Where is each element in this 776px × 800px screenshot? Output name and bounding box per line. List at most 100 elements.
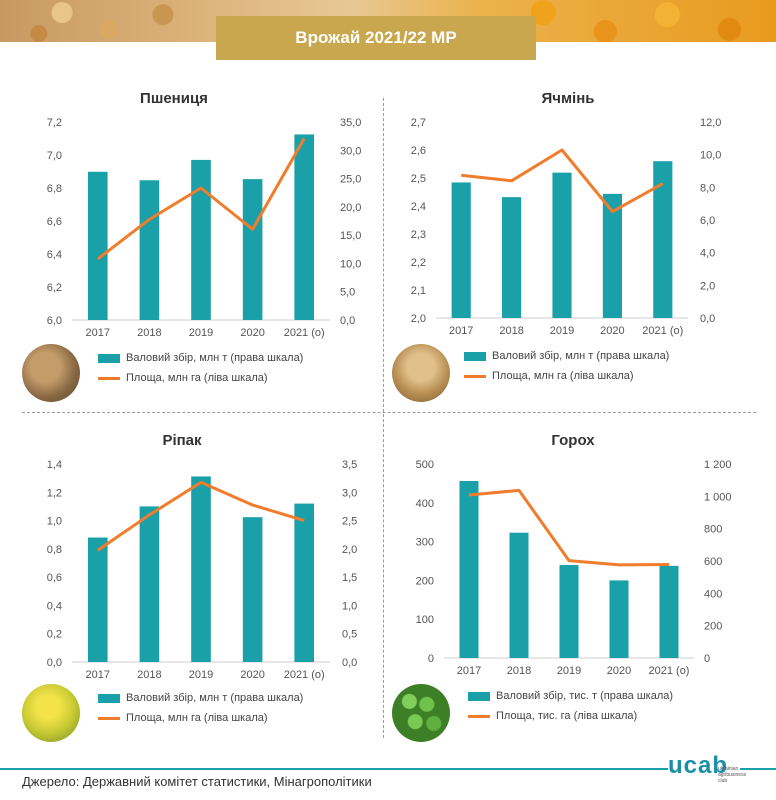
left-tick-label: 500: [416, 459, 434, 471]
legend-label: Площа, млн га (ліва шкала): [126, 712, 268, 724]
right-tick-label: 1 000: [704, 491, 732, 503]
legend-bar-swatch: [98, 353, 120, 363]
peas-photo: [392, 684, 450, 742]
legend-item-bar: Валовий збір, млн т (права шкала): [464, 346, 669, 366]
chart-legend: Валовий збір, млн т (права шкала) Площа,…: [98, 688, 303, 728]
right-tick-label: 0,0: [700, 313, 715, 325]
left-tick-label: 2,5: [411, 173, 426, 185]
right-tick-label: 600: [704, 556, 722, 568]
chart-panel-barley: Ячмінь 2,0 2,1 2,2 2,3 2,4 2,5 2,6 2,7 0,0 2,0 4,0…: [388, 90, 768, 410]
left-tick-label: 200: [416, 575, 434, 587]
right-tick-label: 2,0: [342, 544, 357, 556]
legend-label: Валовий збір, тис. т (права шкала): [496, 690, 674, 702]
left-tick-label: 0,6: [47, 572, 62, 584]
rapeseed-chart: 0,0 0,2 0,4 0,6 0,8 1,0 1,2 1,4 0,0 0,5 1,0 1,5 2,0 2…: [47, 459, 358, 681]
left-tick-label: 1,4: [47, 459, 62, 471]
area-line: [468, 488, 670, 567]
legend-item-bar: Валовий збір, млн т (права шкала): [98, 688, 303, 708]
right-tick-label: 0: [704, 653, 710, 665]
right-tick-label: 30,0: [340, 145, 361, 157]
x-tick-label: 2019: [550, 325, 574, 337]
right-tick-label: 2,0: [700, 280, 715, 292]
bar-2017: [87, 537, 108, 662]
bar-2017: [87, 171, 108, 320]
x-tick-label: 2021 (о): [642, 325, 683, 337]
right-tick-label: 2,5: [342, 516, 357, 528]
bar-2019: [191, 159, 211, 320]
left-tick-label: 6,8: [47, 183, 62, 195]
left-tick-label: 1,2: [47, 487, 62, 499]
left-tick-label: 0: [428, 653, 434, 665]
right-tick-label: 0,0: [340, 315, 355, 327]
legend-label: Площа, млн га (ліва шкала): [492, 370, 634, 382]
right-tick-label: 8,0: [700, 182, 715, 194]
right-tick-label: 0,5: [342, 629, 357, 641]
left-tick-label: 6,4: [47, 249, 62, 261]
left-tick-label: 1,0: [47, 516, 62, 528]
left-tick-label: 2,4: [411, 201, 426, 213]
x-tick-label: 2018: [137, 327, 161, 339]
chart-title: Ріпак: [162, 432, 202, 449]
right-tick-label: 200: [704, 621, 722, 633]
left-tick-label: 100: [416, 614, 434, 626]
left-tick-label: 2,7: [411, 117, 426, 129]
right-tick-label: 1,5: [342, 572, 357, 584]
right-tick-label: 35,0: [340, 117, 361, 129]
right-tick-label: 20,0: [340, 202, 361, 214]
bar-2020: [242, 179, 263, 320]
chart-title: Горох: [551, 432, 595, 449]
bar-2017: [459, 480, 479, 658]
left-tick-label: 0,4: [47, 600, 62, 612]
bar-2021 (о): [659, 565, 679, 658]
x-tick-label: 2020: [607, 665, 631, 677]
right-tick-label: 10,0: [340, 258, 361, 270]
chart-legend: Валовий збір, млн т (права шкала) Площа,…: [98, 348, 303, 388]
left-tick-label: 2,6: [411, 145, 426, 157]
chart-title: Пшениця: [140, 90, 208, 107]
right-tick-label: 25,0: [340, 174, 361, 186]
legend-label: Валовий збір, млн т (права шкала): [492, 350, 670, 362]
legend-item-bar: Валовий збір, тис. т (права шкала): [468, 686, 673, 706]
left-tick-label: 400: [416, 498, 434, 510]
x-tick-label: 2021 (о): [284, 327, 325, 339]
legend-bar-swatch: [98, 693, 120, 703]
chart-panel-peas: Горох 0 100 200 300 400 500 0 200 400 600 800 1 000…: [388, 432, 768, 752]
legend-line-swatch: [98, 376, 120, 380]
legend-line-swatch: [98, 716, 120, 720]
vertical-divider: [383, 98, 384, 738]
x-tick-label: 2018: [507, 665, 531, 677]
right-tick-label: 0,0: [342, 657, 357, 669]
x-tick-label: 2019: [557, 665, 581, 677]
bar-2018: [139, 180, 160, 320]
bar-2018: [502, 197, 522, 318]
x-tick-label: 2021 (о): [284, 669, 325, 681]
footer-line: [0, 768, 776, 770]
bar-2020: [609, 580, 629, 658]
left-tick-label: 0,2: [47, 629, 62, 641]
x-tick-label: 2018: [137, 669, 161, 681]
left-tick-label: 300: [416, 537, 434, 549]
x-tick-label: 2017: [86, 327, 110, 339]
legend-item-line: Площа, млн га (ліва шкала): [464, 366, 669, 386]
x-tick-label: 2017: [457, 665, 481, 677]
x-tick-label: 2017: [449, 325, 473, 337]
right-tick-label: 1 200: [704, 459, 732, 471]
source-note: Джерело: Державний комітет статистики, М…: [22, 774, 372, 789]
x-tick-label: 2020: [240, 669, 264, 681]
bar-2018: [139, 506, 160, 662]
page-title: Врожай 2021/22 МР: [216, 16, 536, 60]
left-tick-label: 0,8: [47, 544, 62, 556]
left-tick-label: 6,6: [47, 216, 62, 228]
wheat-chart: 6,0 6,2 6,4 6,6 6,8 7,0 7,2 0,0 5,0 10,0 15,0 20,0 2…: [47, 117, 362, 339]
chart-panel-wheat: Пшениця 6,0 6,2 6,4 6,6 6,8 7,0 7,2 0,0 5,0 10,0 1…: [0, 90, 380, 410]
x-tick-label: 2021 (о): [649, 665, 690, 677]
legend-item-line: Площа, млн га (ліва шкала): [98, 708, 303, 728]
right-tick-label: 800: [704, 524, 722, 536]
x-tick-label: 2020: [600, 325, 624, 337]
left-tick-label: 2,1: [411, 285, 426, 297]
chart-title: Ячмінь: [541, 90, 595, 107]
right-tick-label: 5,0: [340, 287, 355, 299]
left-tick-label: 6,2: [47, 282, 62, 294]
horizontal-divider: [22, 412, 756, 413]
right-tick-label: 15,0: [340, 230, 361, 242]
